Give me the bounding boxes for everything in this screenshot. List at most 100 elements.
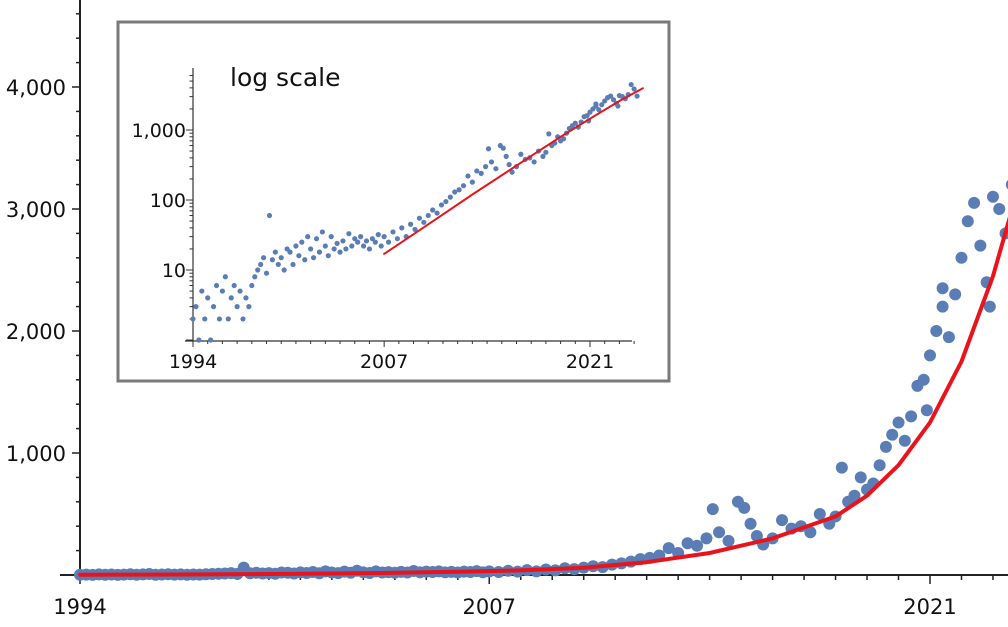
main-data-point — [691, 539, 704, 552]
inset-data-point — [602, 98, 608, 104]
inset-data-point — [615, 103, 621, 109]
inset-data-point — [375, 232, 381, 238]
inset-data-point — [199, 288, 205, 294]
inset-data-point — [202, 316, 208, 322]
inset-data-point — [452, 189, 458, 195]
inset-data-point — [509, 169, 515, 175]
main-data-point — [738, 501, 751, 514]
main-data-point — [930, 325, 943, 337]
main-data-point — [898, 434, 911, 447]
inset-data-point — [447, 194, 453, 200]
main-data-point — [974, 239, 987, 252]
main-fit-curve — [78, 216, 1008, 577]
main-data-point — [905, 410, 918, 423]
inset-data-point — [506, 162, 512, 168]
inset-data-point — [234, 304, 240, 310]
inset-data-point — [219, 288, 226, 294]
inset-data-point — [355, 239, 361, 245]
inset-data-point — [302, 257, 308, 263]
inset-data-point — [275, 261, 281, 268]
main-data-point — [961, 215, 974, 228]
inset-title: log scale — [230, 63, 340, 92]
inset-data-point — [434, 210, 440, 216]
inset-data-point — [208, 337, 214, 343]
inset-data-point — [263, 270, 270, 276]
inset-data-point — [340, 238, 346, 244]
main-data-point — [713, 526, 726, 539]
inset-x-tick-label: 1994 — [169, 351, 217, 373]
main-data-point — [924, 349, 936, 362]
main-data-point — [936, 282, 949, 295]
inset-data-point — [205, 295, 211, 301]
inset-data-point — [363, 238, 370, 244]
inset-data-point — [456, 187, 462, 193]
inset-x-tick-label: 2007 — [360, 351, 408, 373]
inset-data-point — [593, 101, 599, 107]
inset-data-point — [607, 93, 614, 99]
inset-data-point — [322, 243, 328, 249]
main-data-point — [983, 300, 996, 313]
inset-data-point — [293, 243, 299, 249]
inset-panel — [116, 20, 671, 383]
inset-data-point — [255, 267, 261, 273]
inset-data-point — [352, 236, 358, 242]
inset-data-point — [634, 93, 640, 99]
inset-fit-curve — [383, 87, 644, 255]
inset-data-point — [210, 304, 217, 310]
inset-data-point — [412, 226, 418, 233]
inset-data-point — [281, 267, 287, 273]
inset-data-point — [231, 282, 237, 289]
inset-data-point — [488, 159, 495, 165]
inset-points — [190, 81, 640, 343]
inset-data-point — [316, 249, 323, 255]
inset-data-point — [237, 288, 243, 294]
inset-data-point — [213, 282, 220, 289]
inset-tick-labels: 10 100 1,000 1994 2007 2021 — [132, 120, 615, 373]
inset-data-point — [319, 229, 325, 235]
inset-data-point — [385, 239, 392, 245]
inset-data-point — [266, 212, 273, 219]
main-data-point — [722, 534, 735, 547]
main-tick-labels: 1,000 2,000 3,000 4,000 1994 2007 2021 — [6, 76, 957, 619]
inset-data-point — [296, 253, 302, 259]
inset-data-point — [343, 246, 349, 252]
main-data-point — [1005, 180, 1008, 190]
inset-data-point — [546, 131, 552, 137]
main-data-point — [968, 196, 981, 209]
inset-data-point — [408, 221, 414, 227]
inset-data-point — [381, 234, 387, 240]
inset-data-point — [222, 274, 228, 280]
inset-data-point — [331, 246, 337, 252]
inset-data-point — [358, 234, 364, 240]
inset-data-point — [378, 243, 384, 249]
inset-data-point — [421, 219, 427, 225]
inset-data-point — [438, 202, 445, 208]
main-x-tick-label: 2021 — [903, 595, 956, 619]
inset-data-point — [299, 239, 305, 245]
main-data-point — [813, 508, 826, 520]
inset-y-tick-label: 100 — [150, 190, 186, 212]
inset-data-point — [290, 261, 296, 268]
inset-data-point — [531, 159, 537, 165]
main-data-point — [986, 190, 999, 203]
inset-data-point — [258, 261, 264, 268]
inset-data-point — [469, 179, 475, 185]
inset-data-point — [328, 234, 334, 240]
main-y-tick-label: 3,000 — [6, 198, 66, 222]
main-data-point — [886, 428, 899, 441]
inset-data-point — [540, 153, 546, 159]
main-data-point — [744, 517, 757, 530]
main-data-point — [804, 526, 817, 539]
inset-data-point — [240, 316, 246, 322]
inset-data-point — [628, 81, 634, 88]
inset-data-point — [325, 253, 331, 259]
inset-data-point — [572, 120, 578, 126]
inset-data-point — [518, 151, 524, 157]
inset-data-point — [460, 183, 467, 189]
inset-data-point — [610, 97, 617, 103]
main-data-point — [942, 331, 955, 344]
inset-data-point — [596, 107, 602, 113]
inset-data-point — [246, 304, 252, 310]
inset-data-point — [599, 102, 605, 108]
